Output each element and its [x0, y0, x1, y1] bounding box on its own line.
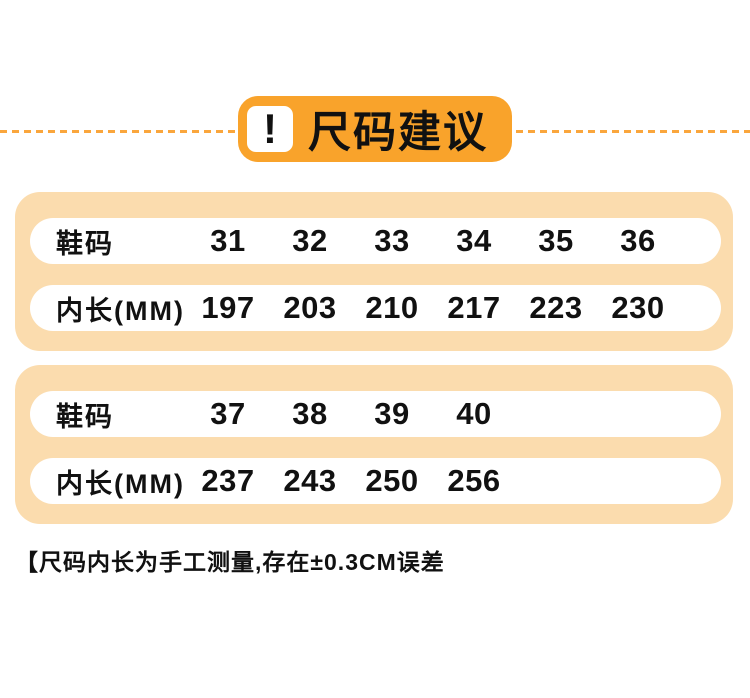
size-cell: 32 — [292, 223, 328, 258]
size-table-37-40: 鞋码 37 38 39 40 内长(MM) 237 243 250 256 — [15, 365, 733, 524]
length-cell: 210 — [365, 290, 419, 325]
length-cell: 256 — [447, 463, 501, 498]
size-cell: 38 — [292, 396, 328, 431]
size-cell: 36 — [620, 223, 656, 258]
size-cell: 31 — [210, 223, 246, 258]
size-advice-title: 尺码建议 — [308, 109, 488, 157]
measurement-disclaimer-text: 【尺码内长为手工测量,存在±0.3CM误差 — [15, 549, 445, 575]
table-row-shoe-size: 鞋码 31 32 33 34 35 36 — [30, 218, 721, 264]
size-cell: 39 — [374, 396, 410, 431]
length-cell: 237 — [201, 463, 255, 498]
length-cell: 223 — [529, 290, 583, 325]
length-cell: 243 — [283, 463, 337, 498]
length-cell: 197 — [201, 290, 255, 325]
size-cell: 34 — [456, 223, 492, 258]
exclamation-icon: ! — [247, 106, 293, 152]
table-row-shoe-size: 鞋码 37 38 39 40 — [30, 391, 721, 437]
length-cell: 217 — [447, 290, 501, 325]
size-cell: 35 — [538, 223, 574, 258]
row-label: 内长(MM) — [56, 468, 185, 499]
table-row-inner-length: 内长(MM) 197 203 210 217 223 230 — [30, 285, 721, 331]
length-cell: 203 — [283, 290, 337, 325]
length-cell: 230 — [611, 290, 665, 325]
size-advice-badge: ! 尺码建议 — [238, 96, 512, 162]
table-row-inner-length: 内长(MM) 237 243 250 256 — [30, 458, 721, 504]
length-cell: 250 — [365, 463, 419, 498]
size-table-31-36: 鞋码 31 32 33 34 35 36 内长(MM) 197 203 210 … — [15, 192, 733, 351]
row-label: 鞋码 — [56, 228, 114, 259]
size-cell: 40 — [456, 396, 492, 431]
row-label: 鞋码 — [56, 401, 114, 432]
row-label: 内长(MM) — [56, 295, 185, 326]
size-cell: 37 — [210, 396, 246, 431]
size-cell: 33 — [374, 223, 410, 258]
